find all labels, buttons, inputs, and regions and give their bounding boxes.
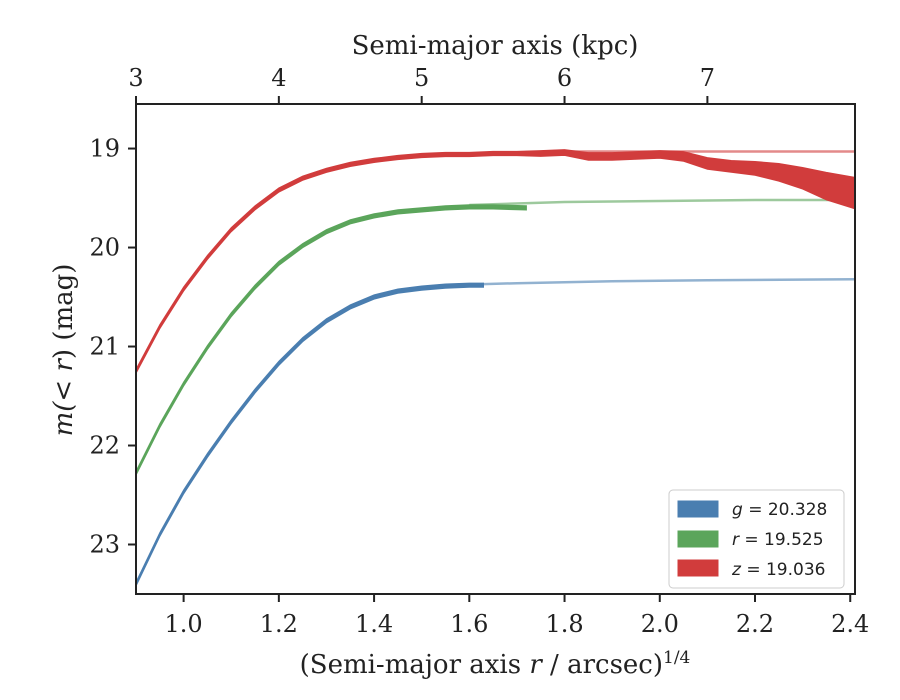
y-tick-label: 19: [89, 135, 120, 163]
top-ticks: 3 4 5 6 7: [128, 64, 715, 104]
x-tick-label: 2.0: [641, 610, 679, 638]
x-tick-label: 1.8: [545, 610, 583, 638]
top-tick-label: 3: [128, 64, 143, 92]
top-tick-label: 7: [700, 64, 715, 92]
legend-label-z: z = 19.036: [731, 560, 825, 580]
x-ticks: 1.0 1.2 1.4 1.6 1.8 2.0 2.2 2.4: [165, 594, 869, 638]
y-tick-label: 20: [89, 234, 120, 262]
top-tick-label: 5: [414, 64, 429, 92]
model-line-g: [445, 277, 855, 287]
top-tick-label: 4: [271, 64, 286, 92]
top-axis-label: Semi-major axis (kpc): [352, 31, 639, 61]
legend-swatch-g: [677, 500, 719, 518]
top-tick-label: 6: [557, 64, 572, 92]
x-axis-label: (Semi-major axis r / arcsec)1/4: [300, 648, 691, 680]
x-tick-label: 2.2: [736, 610, 774, 638]
model-lines: [445, 150, 855, 287]
legend-swatch-z: [677, 559, 719, 577]
y-tick-label: 21: [89, 333, 120, 361]
legend-label-r: r = 19.525: [732, 530, 824, 550]
model-line-r: [469, 198, 855, 207]
plot-frame: [135, 103, 856, 595]
x-tick-label: 1.6: [450, 610, 488, 638]
y-axis-label: m(< r) (mag): [49, 264, 79, 437]
data-band-r: [136, 204, 527, 476]
legend: g = 20.328 r = 19.525 z = 19.036: [668, 489, 845, 589]
x-tick-label: 1.0: [165, 610, 203, 638]
x-tick-label: 1.4: [355, 610, 393, 638]
legend-swatch-r: [677, 530, 719, 548]
y-ticks: 19 20 21 22 23: [89, 135, 136, 559]
x-tick-label: 2.4: [831, 610, 869, 638]
y-tick-label: 22: [89, 432, 120, 460]
x-tick-label: 1.2: [260, 610, 298, 638]
data-band-z: [136, 149, 855, 374]
y-tick-label: 23: [89, 531, 120, 559]
data-bands: [136, 149, 855, 587]
data-band-g: [136, 282, 484, 587]
legend-label-g: g = 20.328: [732, 500, 827, 520]
